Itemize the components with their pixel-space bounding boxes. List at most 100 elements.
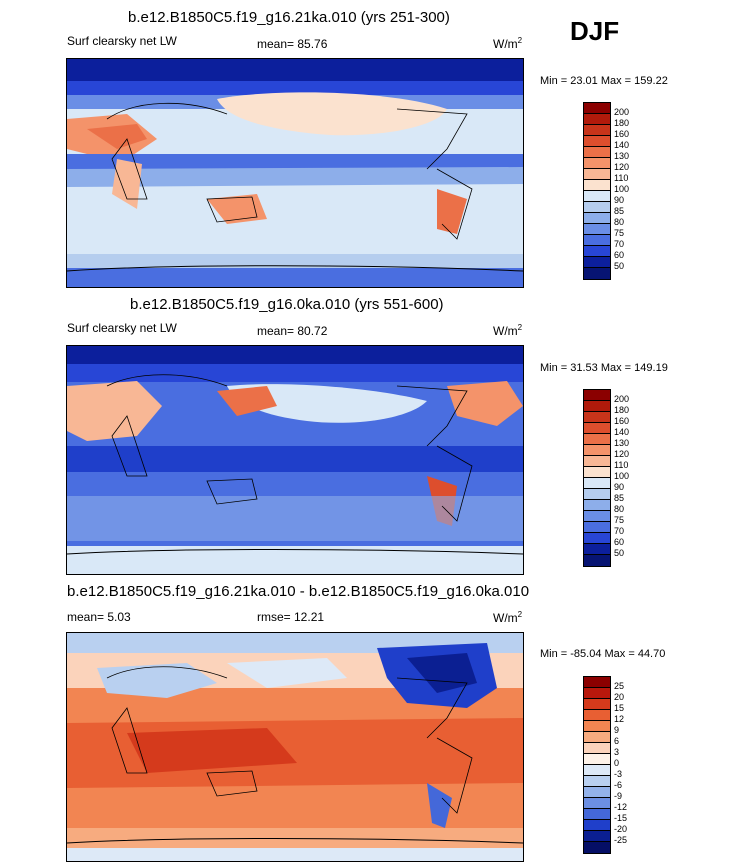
tick: 70 [614,239,625,249]
tick: 25 [614,681,625,691]
colorbar-bin [584,257,610,268]
tick: 20 [614,692,625,702]
colorbar-bin [584,246,610,257]
colorbar-bin [584,478,610,489]
colorbar-bin [584,688,610,699]
colorbar-bin [584,412,610,423]
tick: 180 [614,118,630,128]
colorbar-bin [584,147,610,158]
panel2-minmax: Min = 31.53 Max = 149.19 [540,362,668,374]
colorbar-bin [584,710,610,721]
colorbar-bin [584,180,610,191]
tick: -9 [614,791,623,801]
panel1-minmax: Min = 23.01 Max = 159.22 [540,75,668,87]
tick: 12 [614,714,625,724]
tick: -25 [614,835,628,845]
colorbar-bin [584,555,610,566]
colorbar-bin [584,114,610,125]
colorbar-bin [584,820,610,831]
colorbar-bin [584,732,610,743]
colorbar-bin [584,721,610,732]
colorbar-bin [584,235,610,246]
colorbar-bin [584,390,610,401]
colorbar-bin [584,489,610,500]
colorbar-bin [584,445,610,456]
panel1-map [66,58,524,288]
colorbar-bin [584,136,610,147]
colorbar-bin [584,842,610,853]
panel2-mean-label: mean= 80.72 [257,324,328,338]
colorbar-bin [584,511,610,522]
tick: 160 [614,416,630,426]
panel2-units: W/m2 [493,323,523,338]
panel3-map [66,632,524,862]
colorbar-bin [584,776,610,787]
tick: 80 [614,504,625,514]
tick: 50 [614,548,625,558]
tick: 6 [614,736,620,746]
colorbar-bin [584,224,610,235]
tick: 140 [614,140,630,150]
tick: 100 [614,184,630,194]
colorbar-bin [584,191,610,202]
tick: 50 [614,261,625,271]
colorbar-bin [584,533,610,544]
tick: -6 [614,780,623,790]
tick: 120 [614,162,630,172]
tick: 9 [614,725,620,735]
colorbar-bin [584,522,610,533]
colorbar-bin [584,434,610,445]
tick: 200 [614,107,630,117]
panel3-rmse-label: rmse= 12.21 [257,610,325,624]
tick: -15 [614,813,628,823]
tick: 120 [614,449,630,459]
tick: 90 [614,195,625,205]
tick: -3 [614,769,623,779]
panel1-colorbar [583,102,611,280]
colorbar-bin [584,169,610,180]
tick: 80 [614,217,625,227]
colorbar-bin [584,125,610,136]
colorbar-bin [584,158,610,169]
panel2-variable-label: Surf clearsky net LW [67,321,177,335]
tick: 160 [614,129,630,139]
panel3-minmax: Min = -85.04 Max = 44.70 [540,648,666,660]
panel3-units: W/m2 [493,610,523,625]
colorbar-bin [584,467,610,478]
colorbar-bin [584,423,610,434]
tick: 75 [614,228,625,238]
tick: 75 [614,515,625,525]
colorbar-bin [584,544,610,555]
panel3-colorbar-ticks: 25 20 15 12 9 6 3 0 -3 -6 -9 -12 -15 -20… [614,682,654,852]
tick: 90 [614,482,625,492]
tick: 110 [614,173,629,183]
tick: 3 [614,747,620,757]
panel3-mean-label: mean= 5.03 [67,610,131,624]
colorbar-bin [584,268,610,279]
panel1-colorbar-ticks: 200 180 160 140 130 120 110 100 90 85 80… [614,108,654,278]
panel1-variable-label: Surf clearsky net LW [67,34,177,48]
colorbar-bin [584,831,610,842]
colorbar-bin [584,809,610,820]
colorbar-bin [584,787,610,798]
tick: 85 [614,206,625,216]
panel1-title: b.e12.B1850C5.f19_g16.21ka.010 (yrs 251-… [128,9,450,26]
tick: 140 [614,427,630,437]
tick: 180 [614,405,630,415]
colorbar-bin [584,699,610,710]
tick: 85 [614,493,625,503]
colorbar-bin [584,500,610,511]
colorbar-bin [584,677,610,688]
tick: 60 [614,537,625,547]
tick: 110 [614,460,629,470]
tick: -12 [614,802,628,812]
colorbar-bin [584,456,610,467]
panel2-map [66,345,524,575]
panel1-mean-label: mean= 85.76 [257,37,328,51]
season-label: DJF [570,16,620,46]
colorbar-bin [584,103,610,114]
panel3-colorbar [583,676,611,854]
panel2-title: b.e12.B1850C5.f19_g16.0ka.010 (yrs 551-6… [130,296,444,313]
tick: 15 [614,703,625,713]
tick: 130 [614,438,630,448]
